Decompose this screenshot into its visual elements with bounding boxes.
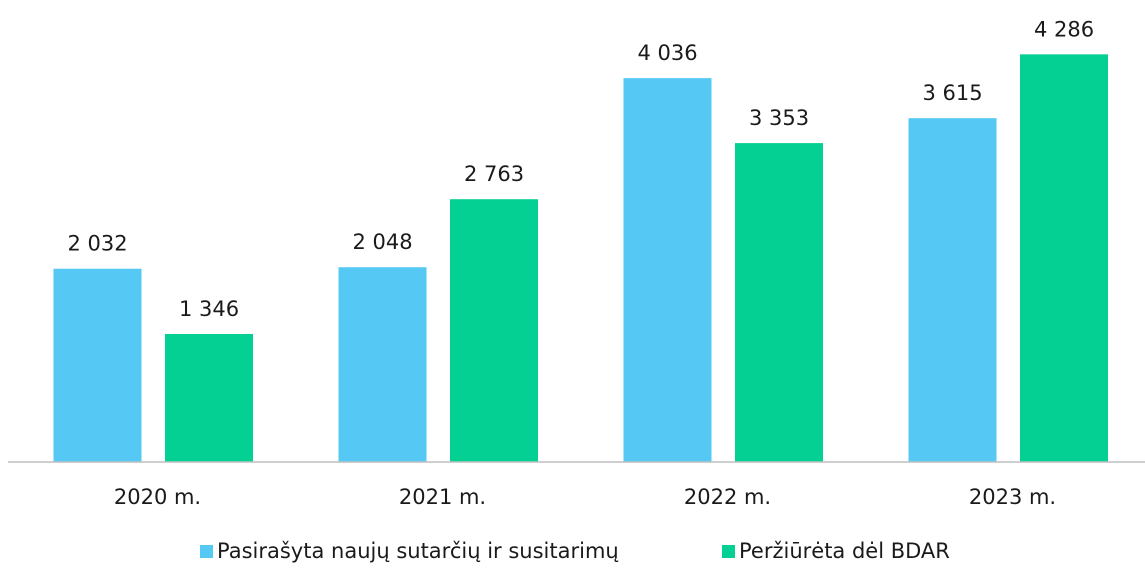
legend-swatch (200, 545, 213, 558)
x-tick-label: 2023 m. (969, 485, 1056, 509)
x-tick-label: 2021 m. (399, 485, 486, 509)
data-label: 2 032 (67, 232, 127, 256)
bar (735, 143, 823, 462)
data-label: 1 346 (179, 297, 239, 321)
x-tick-label: 2020 m. (114, 485, 201, 509)
bar (53, 268, 142, 462)
data-label: 4 286 (1034, 17, 1094, 41)
bar (908, 118, 997, 462)
legend-label: Pasirašyta naujų sutarčių ir susitarimų (217, 539, 619, 563)
data-label: 2 048 (352, 230, 412, 254)
bar (338, 267, 427, 462)
bar (165, 333, 253, 462)
bar (450, 199, 538, 462)
data-label: 3 615 (922, 81, 982, 105)
x-tick-label: 2022 m. (684, 485, 771, 509)
legend-label: Peržiūrėta dėl BDAR (739, 539, 950, 563)
data-label: 4 036 (637, 41, 697, 65)
data-label: 2 763 (464, 162, 524, 186)
data-label: 3 353 (749, 106, 809, 130)
bar (623, 78, 712, 462)
legend-swatch (722, 545, 735, 558)
bar (1020, 54, 1108, 462)
